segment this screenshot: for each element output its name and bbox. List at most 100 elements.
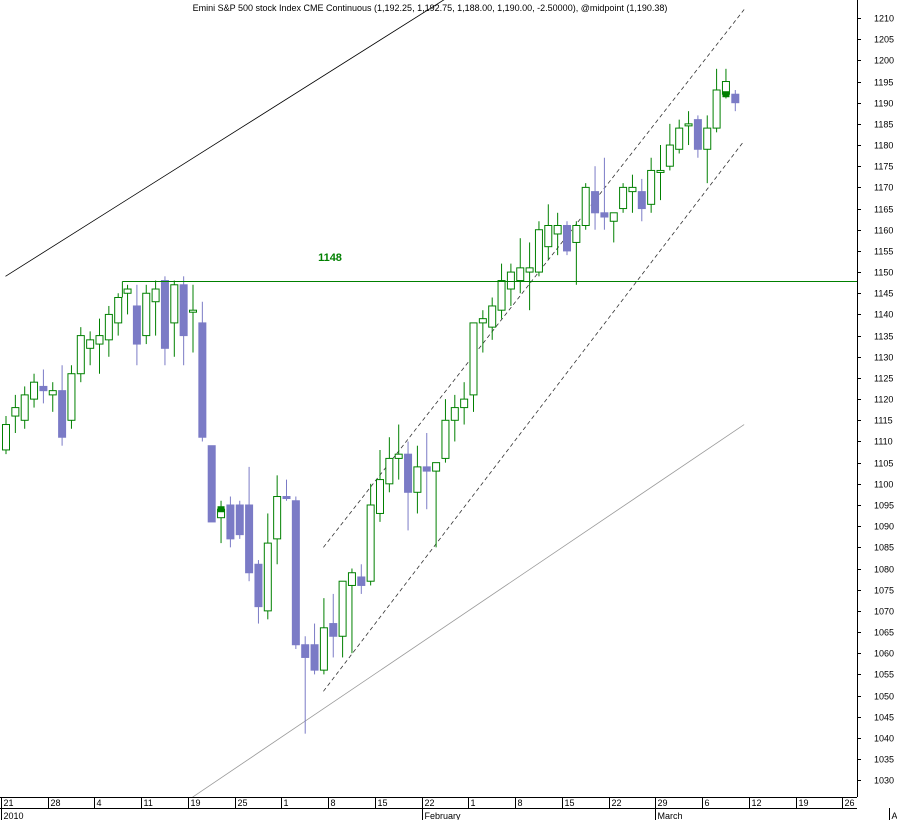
candle-body-down <box>40 386 47 390</box>
month-label: March <box>658 811 683 820</box>
month-label: April <box>892 811 897 820</box>
y-tick-label: 1185 <box>874 120 893 130</box>
candle-body-up <box>676 128 683 149</box>
y-tick-label: 1095 <box>874 501 894 511</box>
candle-body-up <box>685 124 692 126</box>
candle-body-up <box>479 319 486 323</box>
y-tick-label: 1055 <box>874 670 894 680</box>
candle <box>236 501 243 539</box>
x-tick-label: 1 <box>471 798 476 808</box>
y-tick-label: 1160 <box>874 226 893 236</box>
candle-body-up <box>348 573 355 586</box>
y-tick-label: 1180 <box>874 141 893 151</box>
candle-body-up <box>274 497 281 539</box>
candle-body-up <box>21 395 28 420</box>
month-label: 2010 <box>4 811 24 820</box>
candle-body-up <box>582 187 589 225</box>
candle-body-down <box>564 226 571 251</box>
candle <box>564 221 571 255</box>
candle-body-down <box>423 467 430 471</box>
candle-body-down <box>732 94 739 102</box>
candle-body-down <box>405 454 412 492</box>
x-tick-label: 22 <box>612 798 622 808</box>
candle-body-up <box>554 226 561 234</box>
y-tick-label: 1150 <box>874 268 893 278</box>
y-tick-label: 1155 <box>874 247 893 257</box>
candle-body-down <box>161 281 168 349</box>
candle-body-up <box>573 226 580 243</box>
highlight-marker <box>722 91 729 97</box>
y-tick-label: 1115 <box>874 416 893 426</box>
x-tick-label: 22 <box>425 798 435 808</box>
y-tick-label: 1165 <box>874 205 893 215</box>
y-tick-label: 1070 <box>874 607 894 617</box>
y-tick-label: 1080 <box>874 565 894 575</box>
candle <box>292 497 299 649</box>
candle-body-up <box>666 145 673 166</box>
y-tick-label: 1120 <box>874 395 893 405</box>
y-tick-label: 1125 <box>874 374 893 384</box>
candle-body-down <box>292 501 299 645</box>
y-tick-label: 1130 <box>874 353 893 363</box>
candle-body-up <box>461 399 468 407</box>
candle-body-up <box>190 310 197 312</box>
y-tick-label: 1205 <box>874 35 894 45</box>
candle-body-up <box>433 463 440 471</box>
candle-body-up <box>545 226 552 247</box>
candle-body-up <box>395 454 402 458</box>
y-tick-label: 1035 <box>874 755 894 765</box>
x-tick-label: 29 <box>658 798 668 808</box>
x-tick-label: 4 <box>97 798 102 808</box>
x-tick-label: 12 <box>752 798 762 808</box>
candle-body-up <box>414 467 421 492</box>
candle-body-up <box>12 408 19 416</box>
candle-body-down <box>199 323 206 437</box>
x-tick-label: 1 <box>284 798 289 808</box>
x-tick-label: 21 <box>4 798 14 808</box>
candle-body-up <box>442 420 449 458</box>
candle <box>77 327 84 382</box>
candle-body-up <box>451 408 458 421</box>
candle-body-up <box>367 505 374 581</box>
candle-body-up <box>610 213 617 221</box>
y-tick-label: 1050 <box>874 692 894 702</box>
x-tick-label: 19 <box>799 798 809 808</box>
y-tick-label: 1065 <box>874 628 894 638</box>
candle-body-down <box>302 645 309 658</box>
y-tick-label: 1175 <box>874 162 893 172</box>
y-tick-label: 1100 <box>874 480 893 490</box>
y-tick-label: 1085 <box>874 543 894 553</box>
candle-body-up <box>377 480 384 514</box>
x-tick-label: 8 <box>518 798 523 808</box>
candle <box>620 183 627 213</box>
candle-body-up <box>105 314 112 339</box>
y-tick-label: 1200 <box>874 56 894 66</box>
candle-body-up <box>87 340 94 348</box>
candle-body-up <box>620 187 627 208</box>
x-tick-label: 19 <box>191 798 201 808</box>
candle-body-down <box>227 505 234 539</box>
y-tick-label: 1045 <box>874 713 894 723</box>
candle-body-up <box>489 306 496 327</box>
candle-body-down <box>236 505 243 535</box>
candle-body-down <box>358 577 365 585</box>
y-tick-label: 1190 <box>874 99 893 109</box>
candle-body-up <box>31 382 38 399</box>
candle-body-up <box>115 297 122 322</box>
candle-body-down <box>133 306 140 344</box>
candle-body-up <box>264 543 271 611</box>
highlight-marker <box>218 506 225 512</box>
y-tick-label: 1170 <box>874 183 893 193</box>
x-tick-label: 15 <box>378 798 388 808</box>
y-tick-label: 1145 <box>874 289 893 299</box>
candle-body-down <box>180 285 187 336</box>
candle-body-down <box>255 564 262 606</box>
candle-body-down <box>311 645 318 670</box>
x-tick-label: 26 <box>845 798 855 808</box>
candle-body-up <box>68 374 75 421</box>
y-tick-label: 1060 <box>874 649 894 659</box>
candle-body-up <box>498 281 505 311</box>
candle-body-down <box>330 624 337 637</box>
